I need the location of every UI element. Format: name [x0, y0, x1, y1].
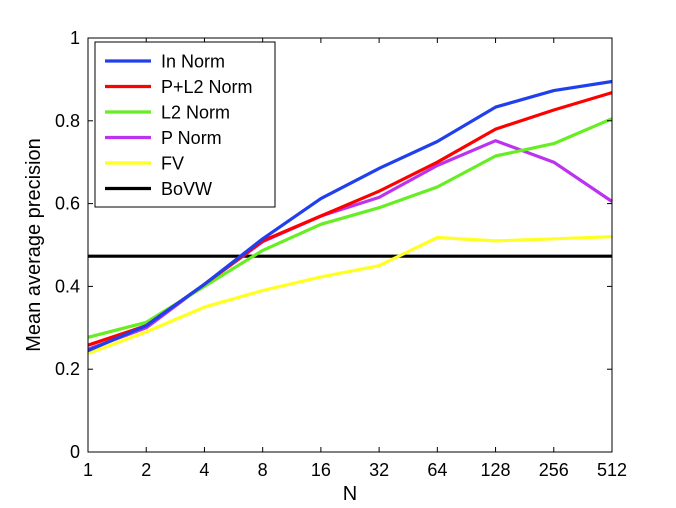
y-tick-label: 0.6: [55, 194, 80, 214]
x-tick-label: 16: [311, 460, 331, 480]
y-tick-label: 0.8: [55, 111, 80, 131]
x-tick-label: 1: [83, 460, 93, 480]
legend-box: [94, 41, 276, 208]
plot-area-frame: [87, 37, 613, 453]
y-tick-label: 1: [70, 28, 80, 48]
x-tick-label: 128: [481, 460, 511, 480]
legend-entry-label: L2 Norm: [161, 103, 230, 123]
x-tick-labels: 1 2 4 8 16 32 64 128 256 512: [83, 460, 627, 480]
plot-lines: [87, 79, 613, 356]
y-tick-labels: 0 0.2 0.4 0.6 0.8 1: [55, 28, 80, 462]
x-tick-label: 8: [258, 460, 268, 480]
series-line-fv: [87, 235, 613, 356]
legend-entry-label: In Norm: [161, 52, 225, 72]
legend-entry-label: BoVW: [161, 179, 212, 199]
x-tick-label: 64: [427, 460, 447, 480]
y-tick-label: 0.2: [55, 359, 80, 379]
x-tick-label: 4: [199, 460, 209, 480]
legend: In Norm P+L2 Norm L2 Norm P Norm FV BoVW: [94, 41, 276, 208]
legend-entry-label: P Norm: [161, 128, 222, 148]
x-tick-label: 32: [369, 460, 389, 480]
legend-entry-label: P+L2 Norm: [161, 77, 253, 97]
x-axis-label: N: [343, 483, 357, 505]
y-axis-label: Mean average precision: [23, 138, 45, 351]
x-tick-label: 2: [141, 460, 151, 480]
series-line-in-norm: [87, 79, 613, 353]
y-tick-label: 0.4: [55, 276, 80, 296]
y-tick-label: 0: [70, 442, 80, 462]
x-tick-label: 512: [597, 460, 627, 480]
x-tick-label: 256: [539, 460, 569, 480]
legend-entry-label: FV: [161, 154, 184, 174]
